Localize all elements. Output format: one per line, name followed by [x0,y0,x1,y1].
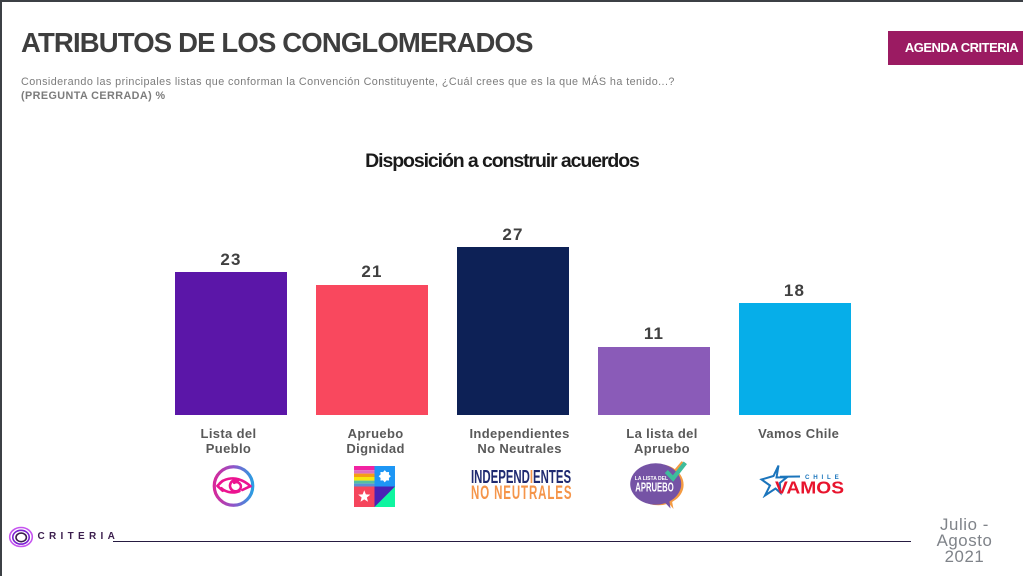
svg-text:CHILE: CHILE [805,474,843,481]
svg-text:APRUEBO: APRUEBO [635,479,673,494]
svg-text:VAMOS: VAMOS [775,478,844,498]
svg-text:LA LISTA DEL: LA LISTA DEL [635,476,669,482]
